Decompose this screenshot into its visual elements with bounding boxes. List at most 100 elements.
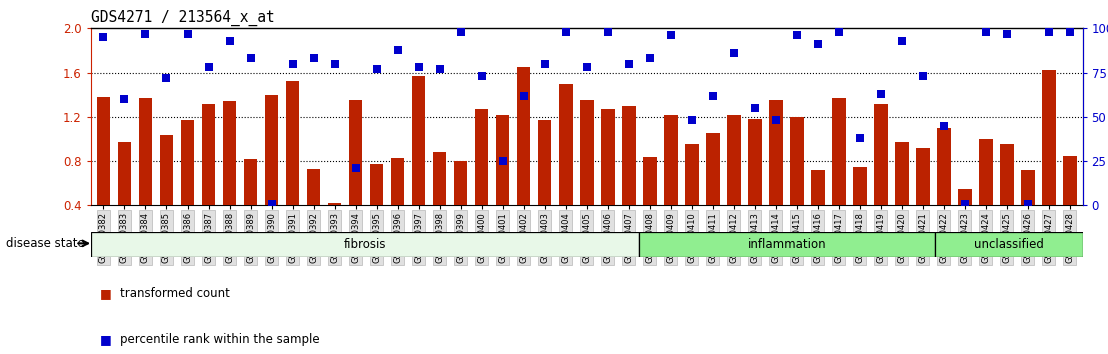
Bar — [769, 100, 782, 205]
Text: ■: ■ — [100, 333, 112, 346]
Bar — [475, 109, 489, 205]
Text: GDS4271 / 213564_x_at: GDS4271 / 213564_x_at — [91, 9, 275, 25]
Point — [725, 50, 742, 56]
Point — [640, 56, 658, 61]
Point — [914, 73, 932, 79]
Point — [767, 118, 784, 123]
Point — [661, 33, 679, 38]
Bar — [895, 142, 909, 205]
Point — [242, 56, 259, 61]
Bar — [286, 81, 299, 205]
Bar — [265, 95, 278, 205]
Point — [893, 38, 911, 44]
Bar — [412, 76, 425, 205]
Point — [284, 61, 301, 67]
Point — [619, 61, 637, 67]
Bar — [579, 100, 594, 205]
Text: disease state: disease state — [6, 237, 84, 250]
Point — [473, 73, 491, 79]
Bar — [244, 159, 257, 205]
Bar — [349, 100, 362, 205]
Point — [998, 31, 1016, 36]
Bar — [1063, 155, 1077, 205]
Bar — [537, 120, 552, 205]
Point — [935, 123, 953, 129]
Point — [431, 66, 449, 72]
Text: percentile rank within the sample: percentile rank within the sample — [120, 333, 319, 346]
Point — [788, 33, 806, 38]
Point — [809, 41, 827, 47]
Bar — [1042, 70, 1056, 205]
Point — [220, 38, 238, 44]
Bar — [181, 120, 194, 205]
Bar — [223, 101, 236, 205]
Bar — [160, 135, 173, 205]
Point — [830, 29, 848, 35]
Point — [326, 61, 343, 67]
Point — [389, 47, 407, 52]
Bar — [748, 119, 761, 205]
Bar — [307, 169, 320, 205]
Point — [598, 29, 616, 35]
Bar — [622, 106, 636, 205]
Point — [136, 31, 154, 36]
Point — [578, 64, 596, 70]
Bar — [727, 115, 740, 205]
Bar — [706, 133, 719, 205]
Point — [157, 75, 175, 81]
Point — [851, 135, 869, 141]
Point — [115, 96, 133, 102]
Bar — [558, 84, 573, 205]
Point — [452, 29, 470, 35]
Point — [94, 34, 112, 40]
Point — [494, 158, 512, 164]
Bar — [979, 139, 993, 205]
Bar — [832, 98, 845, 205]
Point — [199, 64, 217, 70]
Text: ■: ■ — [100, 287, 112, 300]
Text: fibrosis: fibrosis — [343, 238, 387, 251]
Bar — [91, 232, 639, 257]
Bar — [391, 158, 404, 205]
Bar — [117, 142, 132, 205]
Point — [704, 93, 721, 98]
Point — [956, 201, 974, 206]
Bar — [958, 189, 972, 205]
Point — [368, 66, 386, 72]
Text: transformed count: transformed count — [120, 287, 229, 300]
Point — [263, 201, 280, 206]
Point — [515, 93, 533, 98]
Point — [1040, 29, 1058, 35]
Point — [1019, 201, 1037, 206]
Bar — [96, 97, 111, 205]
Point — [872, 91, 890, 97]
Point — [1061, 29, 1079, 35]
Text: unclassified: unclassified — [974, 238, 1044, 251]
Bar — [138, 98, 152, 205]
Bar — [853, 167, 866, 205]
Bar — [639, 232, 935, 257]
Bar — [935, 232, 1083, 257]
Bar — [1022, 170, 1035, 205]
Bar — [664, 115, 678, 205]
Point — [977, 29, 995, 35]
Bar — [495, 115, 510, 205]
Bar — [1001, 144, 1014, 205]
Bar — [643, 156, 657, 205]
Bar — [516, 67, 531, 205]
Point — [410, 64, 428, 70]
Bar — [328, 203, 341, 205]
Point — [557, 29, 575, 35]
Point — [178, 31, 196, 36]
Text: inflammation: inflammation — [748, 238, 827, 251]
Point — [536, 61, 554, 67]
Bar — [685, 144, 698, 205]
Bar — [454, 161, 468, 205]
Bar — [790, 117, 803, 205]
Point — [347, 165, 365, 171]
Bar — [811, 170, 824, 205]
Bar — [937, 128, 951, 205]
Point — [746, 105, 763, 111]
Bar — [370, 164, 383, 205]
Bar — [601, 109, 615, 205]
